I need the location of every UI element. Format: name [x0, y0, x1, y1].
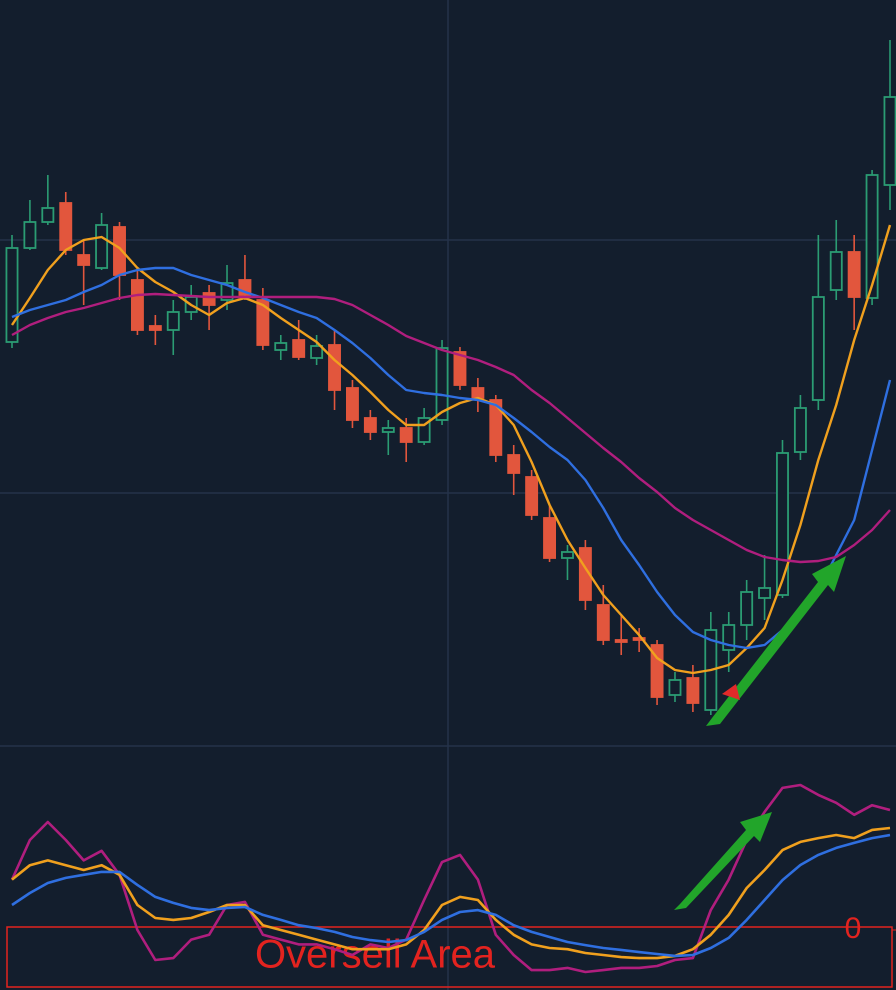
- candle-body: [561, 551, 574, 559]
- small-arrow: [722, 684, 740, 700]
- candle-body: [632, 637, 646, 641]
- indicator-line: [11, 826, 891, 960]
- candle-body: [256, 299, 270, 346]
- candle-body: [578, 547, 592, 601]
- candle-body: [507, 454, 521, 474]
- candle-body: [274, 342, 288, 351]
- candle-body: [740, 591, 754, 626]
- candle-body: [130, 279, 144, 331]
- moving-average: [11, 266, 892, 650]
- candle-body: [5, 247, 19, 343]
- candle-body: [525, 476, 539, 516]
- y-tick-label: 0: [845, 912, 862, 945]
- trend-arrow: [706, 556, 846, 726]
- candle-body: [202, 292, 216, 306]
- candle-body: [345, 387, 359, 421]
- candle-body: [758, 587, 772, 599]
- candle-body: [650, 644, 664, 698]
- candle-body: [722, 624, 736, 651]
- candle-body: [829, 251, 843, 291]
- oversell-box: [6, 926, 893, 988]
- moving-average: [10, 224, 892, 675]
- candle-body: [847, 251, 861, 298]
- candle-body: [417, 417, 431, 443]
- candle-body: [811, 296, 825, 401]
- candle-body: [399, 427, 413, 443]
- moving-average: [11, 292, 891, 564]
- annotation: Oversell Area: [255, 933, 496, 977]
- candle-body: [238, 279, 252, 296]
- candle-body: [363, 417, 377, 433]
- indicator-line: [11, 833, 891, 958]
- candle-body: [328, 344, 341, 391]
- candle-body: [95, 224, 109, 269]
- candle-body: [776, 452, 789, 596]
- candle-body: [686, 677, 700, 704]
- candle-body: [793, 407, 807, 453]
- candle-body: [220, 282, 234, 301]
- candle-body: [453, 351, 467, 386]
- candle-body: [77, 254, 91, 266]
- indicator-arrow: [674, 812, 772, 910]
- candle-body: [23, 221, 37, 249]
- candle-body: [166, 311, 180, 331]
- candle-body: [381, 427, 395, 433]
- candle-body: [310, 345, 324, 359]
- candle-body: [883, 96, 896, 186]
- candle-body: [668, 679, 682, 696]
- candle-body: [543, 517, 557, 559]
- arrows: [674, 556, 846, 910]
- candle-body: [59, 202, 73, 251]
- candle-body: [292, 339, 306, 358]
- candle-body: [489, 399, 503, 456]
- candle-body: [865, 174, 879, 299]
- price-panel: [5, 40, 896, 715]
- candle-body: [41, 207, 55, 223]
- candle-body: [148, 325, 162, 331]
- candle-body: [614, 639, 628, 643]
- candle-body: [435, 347, 449, 421]
- candle-body: [596, 604, 610, 641]
- candle-body: [471, 387, 485, 399]
